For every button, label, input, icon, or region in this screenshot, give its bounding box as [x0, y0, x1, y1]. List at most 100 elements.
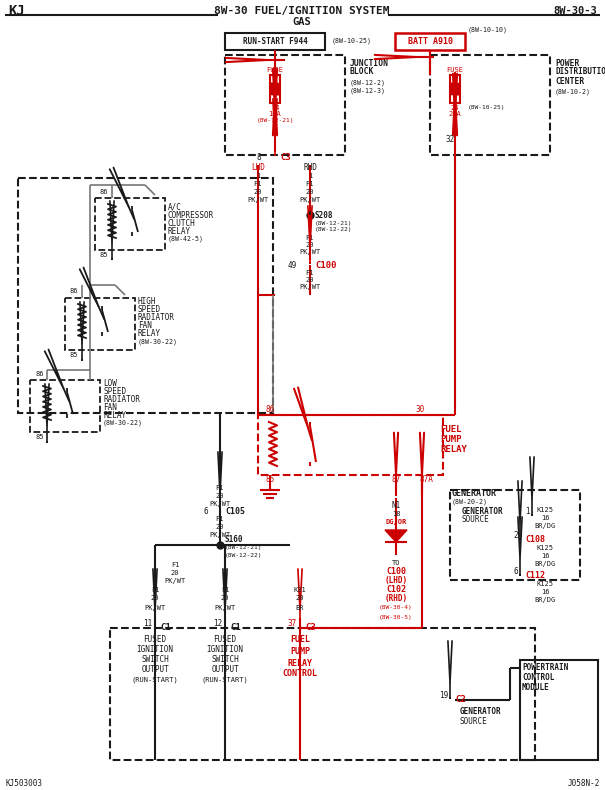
Text: LHD: LHD: [251, 163, 265, 171]
Text: SWITCH: SWITCH: [211, 656, 239, 664]
Text: F1: F1: [216, 516, 224, 522]
Text: 37: 37: [288, 619, 297, 629]
Bar: [450, 75, 460, 103]
Text: S160: S160: [225, 536, 243, 544]
Text: PK/WT: PK/WT: [214, 605, 235, 611]
Text: (8W-10-10): (8W-10-10): [468, 27, 508, 33]
Text: BATT A910: BATT A910: [408, 36, 453, 46]
Text: 10A: 10A: [269, 111, 281, 117]
Text: K31: K31: [293, 587, 306, 593]
Text: C108: C108: [525, 536, 545, 544]
Text: RELAY: RELAY: [103, 411, 126, 419]
Text: (RUN-START): (RUN-START): [201, 677, 249, 683]
Text: C112: C112: [525, 571, 545, 581]
Text: S208: S208: [315, 210, 333, 220]
Text: (8W-20-2): (8W-20-2): [452, 498, 488, 506]
Text: FAN: FAN: [138, 322, 152, 330]
Text: PK/WT: PK/WT: [209, 501, 231, 507]
Text: 87: 87: [391, 476, 401, 484]
Text: SPEED: SPEED: [103, 386, 126, 396]
Text: 19: 19: [439, 691, 448, 701]
Text: F1: F1: [306, 270, 314, 276]
Text: SWITCH: SWITCH: [141, 656, 169, 664]
Text: K125: K125: [537, 581, 554, 587]
Text: N1: N1: [391, 502, 401, 510]
Text: FAN: FAN: [103, 402, 117, 412]
Text: 11: 11: [143, 619, 152, 629]
Text: (8W-12-22): (8W-12-22): [225, 552, 263, 558]
Bar: [258, 415, 443, 475]
Text: (8W-12-21): (8W-12-21): [315, 220, 353, 225]
Text: TO: TO: [392, 560, 401, 566]
Bar: [225, 33, 325, 50]
Text: F1: F1: [253, 181, 262, 187]
Text: 8W-30 FUEL/IGNITION SYSTEM: 8W-30 FUEL/IGNITION SYSTEM: [214, 6, 390, 16]
Text: (8W-12-2): (8W-12-2): [350, 80, 386, 86]
Text: 12: 12: [213, 619, 222, 629]
Text: C2: C2: [455, 695, 466, 705]
Text: (8W-30-22): (8W-30-22): [103, 419, 143, 427]
Text: IGNITION: IGNITION: [206, 645, 243, 654]
Text: 20: 20: [221, 595, 229, 601]
Bar: [18, 178, 273, 413]
Text: PUMP: PUMP: [440, 435, 462, 445]
Text: 14: 14: [271, 105, 280, 111]
Text: HIGH: HIGH: [138, 298, 157, 307]
Text: RELAY: RELAY: [287, 659, 313, 668]
Bar: [395, 33, 465, 50]
Text: 85: 85: [35, 434, 44, 440]
Bar: [520, 660, 598, 760]
Text: 20A: 20A: [449, 111, 462, 117]
Text: 85: 85: [100, 252, 108, 258]
Text: C102: C102: [386, 585, 406, 595]
Bar: [225, 55, 345, 155]
Text: BR: BR: [296, 605, 304, 611]
Text: F1: F1: [151, 587, 159, 593]
Text: (8W-12-21): (8W-12-21): [257, 118, 294, 123]
Text: BR/DG: BR/DG: [534, 561, 555, 567]
Text: 86: 86: [100, 189, 108, 195]
Text: BLOCK: BLOCK: [350, 67, 374, 77]
Text: 85: 85: [70, 352, 79, 358]
Text: 2: 2: [514, 532, 518, 540]
Text: POWERTRAIN: POWERTRAIN: [522, 664, 568, 672]
Text: 20: 20: [306, 189, 314, 195]
Text: F1: F1: [306, 181, 314, 187]
Text: K125: K125: [537, 545, 554, 551]
Text: CLUTCH: CLUTCH: [168, 219, 196, 228]
Text: (LHD): (LHD): [384, 577, 408, 585]
Text: 20: 20: [253, 189, 262, 195]
Text: PK/WT: PK/WT: [209, 532, 231, 538]
Text: (8W-10-2): (8W-10-2): [555, 88, 591, 96]
Text: 20: 20: [151, 595, 159, 601]
Text: RELAY: RELAY: [168, 227, 191, 235]
Text: F1: F1: [306, 235, 314, 241]
Text: 16: 16: [541, 515, 549, 521]
Text: 6: 6: [203, 506, 208, 516]
Text: (8W-30-22): (8W-30-22): [138, 339, 178, 345]
Text: PK/WT: PK/WT: [299, 197, 321, 203]
Text: CENTER: CENTER: [555, 77, 584, 85]
Text: C3: C3: [280, 153, 291, 163]
Bar: [95, 198, 165, 250]
Text: 86: 86: [266, 405, 275, 415]
Text: RADIATOR: RADIATOR: [138, 314, 175, 322]
Text: MODULE: MODULE: [522, 683, 550, 693]
Text: RADIATOR: RADIATOR: [103, 394, 140, 404]
Text: 87A: 87A: [420, 476, 434, 484]
Text: SOURCE: SOURCE: [460, 717, 488, 727]
Text: 1: 1: [308, 173, 312, 179]
Text: 86: 86: [70, 288, 79, 294]
Text: (8W-30-5): (8W-30-5): [379, 615, 413, 619]
Bar: [430, 55, 550, 155]
Text: PK/WT: PK/WT: [165, 578, 186, 584]
Text: 32: 32: [445, 136, 454, 145]
Text: C105: C105: [225, 506, 245, 516]
Text: FUEL: FUEL: [290, 635, 310, 645]
Text: IGNITION: IGNITION: [137, 645, 174, 654]
Text: 20: 20: [296, 595, 304, 601]
Text: 20: 20: [171, 570, 179, 576]
Text: 20: 20: [216, 493, 224, 499]
Text: DISTRIBUTION: DISTRIBUTION: [555, 67, 605, 77]
Text: GENERATOR: GENERATOR: [460, 708, 502, 717]
